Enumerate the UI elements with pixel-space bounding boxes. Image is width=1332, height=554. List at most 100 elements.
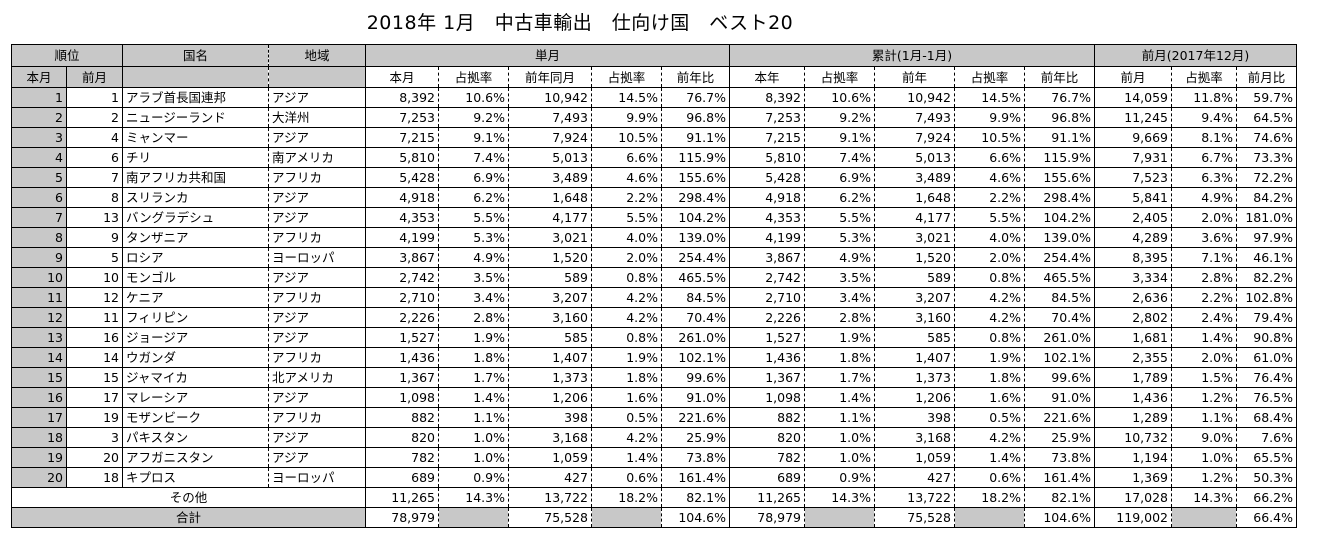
cell-value: 261.0% — [661, 327, 730, 348]
cell-value: 0.5% — [954, 407, 1025, 428]
region-name: アジア — [268, 447, 366, 468]
rank-this: 17 — [11, 407, 67, 428]
cell-value: 4,353 — [365, 207, 439, 228]
cell-value: 2,226 — [365, 307, 439, 328]
cell-value: 7,924 — [508, 127, 592, 148]
cell-value: 7.6% — [1236, 427, 1297, 448]
cell-value: 1.8% — [804, 347, 875, 368]
cell-value: 3.5% — [438, 267, 509, 288]
cell-value: 1,206 — [874, 387, 955, 408]
cell-value: 66.4% — [1236, 507, 1297, 528]
table-row: 18 3 パキスタン アジア 820 1.0% 3,168 4.2% 25.9% 820 1.0% 3… — [11, 427, 1297, 448]
cell-value: 4.0% — [954, 227, 1025, 248]
table-row: 3 4 ミャンマー アジア 7,215 9.1% 7,924 10.5% 91.1% 7,215 9… — [11, 127, 1297, 148]
rank-prev: 17 — [66, 387, 123, 408]
cell-value: 1,098 — [365, 387, 439, 408]
cell-value: 46.1% — [1236, 247, 1297, 268]
region-name: アフリカ — [268, 287, 366, 308]
region-name: アフリカ — [268, 167, 366, 188]
cell-value: 465.5% — [1024, 267, 1095, 288]
region-name: アジア — [268, 207, 366, 228]
cell-value: 78,979 — [729, 507, 805, 528]
cell-value: 0.6% — [591, 467, 662, 488]
cell-value: 1,520 — [874, 247, 955, 268]
cell-value: 10,732 — [1094, 427, 1172, 448]
column-header: 占拠率 — [804, 66, 875, 88]
cell-value: 7,924 — [874, 127, 955, 148]
rank-prev: 16 — [66, 327, 123, 348]
rank-prev: 5 — [66, 247, 123, 268]
cell-value: 8,392 — [365, 87, 439, 108]
cell-value: 13,722 — [508, 487, 592, 508]
cell-value: 1,527 — [729, 327, 805, 348]
cell-value: 10,942 — [508, 87, 592, 108]
cell-value: 5,013 — [874, 147, 955, 168]
cell-value: 76.4% — [1236, 367, 1297, 388]
cell-value: 1.4% — [1171, 327, 1237, 348]
cell-value: 66.2% — [1236, 487, 1297, 508]
cell-value: 4.9% — [1171, 187, 1237, 208]
cell-value: 1.7% — [438, 367, 509, 388]
rank-prev: 12 — [66, 287, 123, 308]
table-row: 13 16 ジョージア アジア 1,527 1.9% 585 0.8% 261.0% 1,527 1… — [11, 327, 1297, 348]
country-name: ミャンマー — [122, 127, 269, 148]
cell-value: 8,395 — [1094, 247, 1172, 268]
cell-value: 7.1% — [1171, 247, 1237, 268]
cell-value: 427 — [508, 467, 592, 488]
cell-value: 4.2% — [954, 427, 1025, 448]
cell-value: 65.5% — [1236, 447, 1297, 468]
header-cumulative: 累計(1月-1月) — [729, 44, 1095, 67]
cell-value: 2.0% — [591, 247, 662, 268]
cell-value: 3,021 — [508, 227, 592, 248]
total-label: 合計 — [11, 507, 366, 528]
cell-value: 14.3% — [804, 487, 875, 508]
header-country: 国名 — [122, 44, 269, 67]
cell-value: 3.4% — [438, 287, 509, 308]
cell-value: 1,681 — [1094, 327, 1172, 348]
cell-value: 5.5% — [954, 207, 1025, 228]
cell-value — [954, 507, 1025, 528]
country-name: ジョージア — [122, 327, 269, 348]
cell-value: 2.0% — [1171, 207, 1237, 228]
cell-value: 1,194 — [1094, 447, 1172, 468]
cell-value: 1,059 — [874, 447, 955, 468]
table-row: 17 19 モザンビーク アフリカ 882 1.1% 398 0.5% 221.6% 882 1.1… — [11, 407, 1297, 428]
cell-value: 1.5% — [1171, 367, 1237, 388]
country-name: モンゴル — [122, 267, 269, 288]
cell-value: 2,710 — [729, 287, 805, 308]
cell-value: 74.6% — [1236, 127, 1297, 148]
region-name: ヨーロッパ — [268, 247, 366, 268]
cell-value: 1.4% — [438, 387, 509, 408]
cell-value: 2.2% — [1171, 287, 1237, 308]
total-row: 合計 78,979 75,528 104.6% 78,979 75,528 104.6% 11… — [11, 507, 1297, 528]
rank-prev: 14 — [66, 347, 123, 368]
rank-this: 11 — [11, 287, 67, 308]
cell-value: 221.6% — [661, 407, 730, 428]
cell-value: 181.0% — [1236, 207, 1297, 228]
cell-value: 104.2% — [661, 207, 730, 228]
cell-value: 10.6% — [804, 87, 875, 108]
region-name: ヨーロッパ — [268, 467, 366, 488]
cell-value: 254.4% — [1024, 247, 1095, 268]
cell-value: 4.9% — [804, 247, 875, 268]
cell-value: 76.5% — [1236, 387, 1297, 408]
rank-this: 7 — [11, 207, 67, 228]
header-country-spacer — [122, 66, 269, 88]
table-row: 4 6 チリ 南アメリカ 5,810 7.4% 5,013 6.6% 115.9% 5,810 7.… — [11, 147, 1297, 168]
cell-value: 1,289 — [1094, 407, 1172, 428]
cell-value: 5,428 — [365, 167, 439, 188]
region-name: アジア — [268, 267, 366, 288]
cell-value: 6.3% — [1171, 167, 1237, 188]
cell-value: 1,436 — [1094, 387, 1172, 408]
cell-value: 1,436 — [365, 347, 439, 368]
header-rank-prev: 前月 — [66, 66, 123, 88]
cell-value: 882 — [729, 407, 805, 428]
rank-prev: 20 — [66, 447, 123, 468]
cell-value: 2.8% — [438, 307, 509, 328]
rank-this: 16 — [11, 387, 67, 408]
country-name: モザンビーク — [122, 407, 269, 428]
cell-value: 84.5% — [1024, 287, 1095, 308]
rank-prev: 1 — [66, 87, 123, 108]
cell-value: 8,392 — [729, 87, 805, 108]
cell-value: 7,523 — [1094, 167, 1172, 188]
